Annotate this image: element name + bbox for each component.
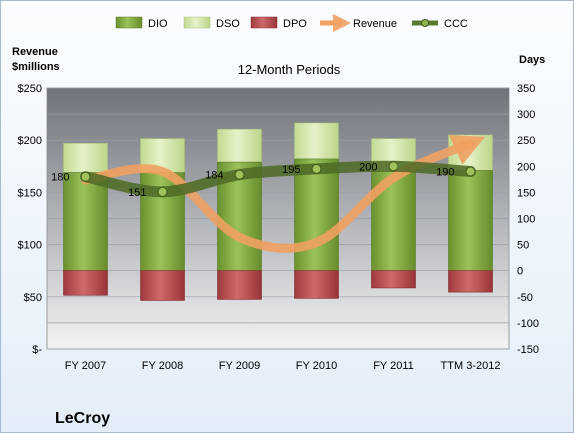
bar-dio [63, 172, 108, 271]
x-axis-ticks: FY 2007 FY 2008 FY 2009 FY 2010 FY 2011 TTM 3… [65, 360, 501, 372]
right-tick-label: -50 [517, 292, 533, 304]
ccc-point [465, 166, 476, 177]
right-tick-label: 350 [517, 83, 535, 95]
legend: DIO DSO DPO Revenue CCC [115, 14, 468, 32]
ccc-data-label: 151 [128, 187, 146, 199]
ccc-data-label: 200 [359, 161, 377, 173]
right-tick-label: 300 [517, 109, 535, 121]
legend-marker-ccc [421, 19, 429, 27]
bar-dpo [448, 270, 493, 293]
x-tick-label: FY 2011 [373, 360, 414, 372]
left-tick-label: $50 [24, 292, 42, 304]
right-tick-label: -100 [517, 318, 539, 330]
company-name: LeCroy [55, 410, 110, 427]
bar-dpo [63, 270, 108, 296]
bar-dpo [371, 270, 416, 289]
right-axis-title: Days [519, 54, 545, 66]
legend-swatch-dpo [250, 16, 278, 29]
left-tick-label: $200 [18, 135, 42, 147]
ccc-point [157, 186, 168, 197]
ccc-point [80, 171, 91, 182]
legend-label-dso: DSO [216, 18, 240, 30]
left-tick-label: $100 [18, 240, 42, 252]
x-tick-label: FY 2007 [65, 360, 106, 372]
left-axis-title-line1: Revenue [12, 46, 58, 58]
right-tick-label: 50 [517, 240, 529, 252]
series-line-revenue [81, 135, 486, 253]
ccc-data-label: 195 [282, 164, 300, 176]
bar-dso [294, 122, 339, 160]
x-tick-label: FY 2008 [142, 360, 183, 372]
right-tick-label: 200 [517, 161, 535, 173]
right-tick-label: -150 [517, 344, 539, 356]
bar-dpo [140, 270, 185, 301]
bar-dpo [294, 270, 339, 299]
legend-swatch-dio [115, 16, 143, 29]
legend-label-dio: DIO [148, 18, 168, 30]
legend-swatch-dso [183, 16, 211, 29]
x-tick-label: FY 2010 [296, 360, 337, 372]
ccc-data-label: 180 [51, 172, 69, 184]
right-tick-label: 100 [517, 214, 535, 226]
ccc-data-label: 184 [205, 170, 223, 182]
right-tick-label: 150 [517, 187, 535, 199]
bar-dio [448, 170, 493, 271]
legend-label-ccc: CCC [444, 18, 468, 30]
left-tick-label: $- [32, 344, 42, 356]
chart-title: 12-Month Periods [238, 62, 341, 77]
left-axis-ticks: $- $50 $100 $150 $200 $250 [18, 83, 43, 356]
legend-label-revenue: Revenue [353, 18, 397, 30]
left-tick-label: $150 [18, 187, 42, 199]
ccc-data-label: 190 [436, 167, 454, 179]
x-tick-label: FY 2009 [219, 360, 260, 372]
bar-dpo [217, 270, 262, 300]
ccc-point [388, 161, 399, 172]
bar-dso [63, 143, 108, 173]
bar-dio [294, 158, 339, 272]
right-tick-label: 250 [517, 135, 535, 147]
left-axis-title-line2: $millions [12, 61, 60, 73]
bar-dso [217, 128, 262, 163]
ccc-point [234, 169, 245, 180]
lines: 180 151 184 195 200 190 [51, 135, 486, 253]
right-axis-ticks: -150 -100 -50 0 50 100 150 200 250 300 350 [517, 83, 539, 356]
ccc-point [311, 163, 322, 174]
right-tick-label: 0 [517, 266, 523, 278]
left-tick-label: $250 [18, 83, 42, 95]
series-line-ccc [80, 160, 476, 198]
x-tick-label: TTM 3-2012 [441, 360, 501, 372]
legend-label-dpo: DPO [283, 18, 307, 30]
